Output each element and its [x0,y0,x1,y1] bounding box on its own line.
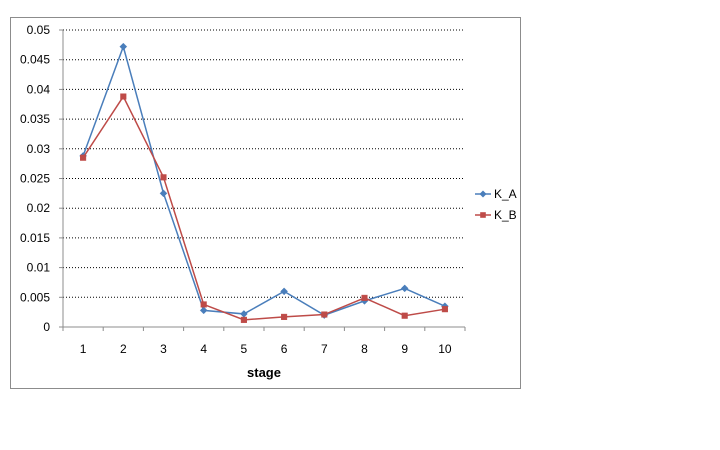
y-tick-label: 0.02 [27,201,51,215]
y-tick-label: 0.005 [20,290,50,304]
data-point [361,294,368,301]
data-point [200,301,207,308]
data-point [280,287,288,296]
legend: K_A K_B [475,187,517,222]
y-tick-label: 0.04 [27,82,51,96]
series-line-K_B [82,95,446,321]
data-point [199,306,208,315]
data-point [159,189,168,198]
y-tick-label: 0.01 [27,261,51,275]
series-line-K_A [82,44,446,316]
y-tick-label: 0.025 [20,172,50,186]
y-axis-tick-labels: 0 0.005 0.01 0.015 0.02 0.025 0.03 0.035 0.04 0.0… [20,23,50,334]
chart-area: 0 0.005 0.01 0.015 0.02 0.025 0.03 0.035 0.04 0.0… [10,17,521,389]
data-point [321,311,328,318]
data-point [119,42,128,51]
legend-label-K_A: K_A [494,187,517,201]
data-point [281,313,288,320]
x-tick-label: 3 [160,342,167,356]
y-tick-label: 0 [43,320,50,334]
x-axis-tick-labels: 1 2 3 4 5 6 7 8 9 10 [80,342,452,356]
y-tick-label: 0.05 [27,23,51,37]
data-point [400,284,409,293]
y-tick-label: 0.045 [20,53,50,67]
x-tick-label: 2 [120,342,127,356]
x-tick-label: 10 [438,342,452,356]
data-point [120,93,127,100]
gridlines [63,29,465,298]
x-tick-label: 9 [401,342,408,356]
data-point [80,154,87,161]
legend-marker [480,212,486,218]
data-point [240,310,248,318]
x-tick-label: 8 [361,342,368,356]
data-point [240,316,247,323]
line-chart: 0 0.005 0.01 0.015 0.02 0.025 0.03 0.035 0.04 0.0… [20,23,517,380]
legend-label-K_B: K_B [494,208,517,222]
x-axis-title: stage [247,365,281,380]
x-tick-label: 1 [80,342,87,356]
data-point [441,306,448,313]
data-point [401,312,408,319]
axes [59,29,466,331]
series-layer [79,42,449,323]
y-tick-label: 0.015 [20,231,50,245]
x-tick-label: 7 [321,342,328,356]
y-tick-label: 0.03 [27,142,51,156]
data-point [160,174,167,181]
legend-marker [479,190,487,198]
x-tick-label: 5 [241,342,248,356]
x-tick-label: 6 [281,342,288,356]
y-tick-label: 0.035 [20,112,50,126]
x-tick-label: 4 [200,342,207,356]
